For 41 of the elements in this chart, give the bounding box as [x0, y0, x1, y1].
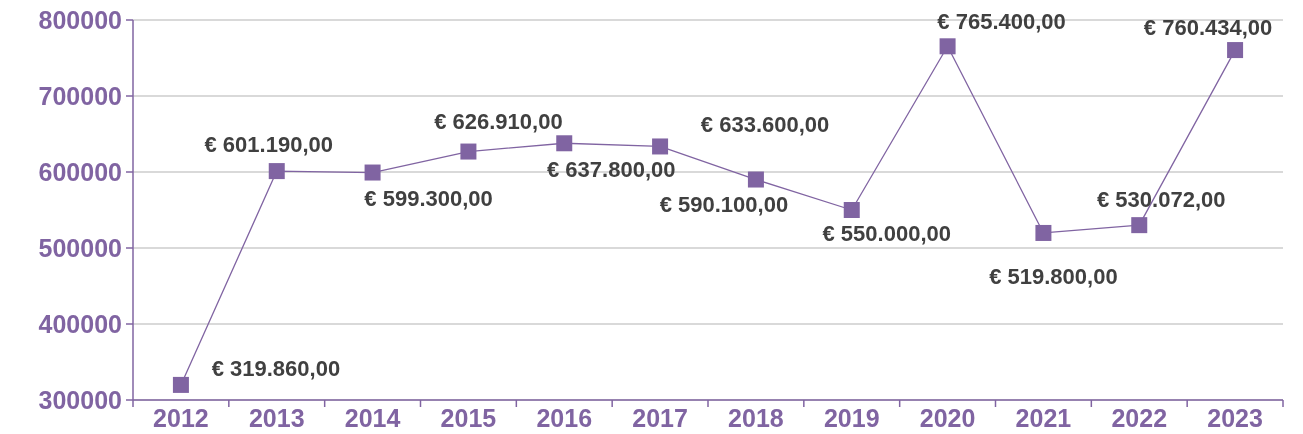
x-tick-label: 2020 — [919, 404, 976, 432]
x-tick-label: 2013 — [248, 404, 305, 432]
point — [1227, 42, 1244, 59]
y-tick-label: 400000 — [38, 309, 122, 338]
data-label: € 626.910,00 — [434, 108, 563, 134]
point — [268, 163, 285, 180]
data-label: € 760.434,00 — [1143, 15, 1273, 41]
data-label: € 550.000,00 — [822, 221, 951, 246]
point — [364, 164, 381, 181]
y-tick-label: 700000 — [38, 81, 122, 110]
point — [172, 376, 189, 393]
point — [1035, 224, 1052, 241]
data-label: € 319.860,00 — [211, 355, 341, 381]
x-tick-label: 2021 — [1015, 404, 1072, 432]
point — [747, 171, 764, 188]
data-label: € 519.800,00 — [989, 263, 1118, 289]
data-label: € 601.190,00 — [204, 132, 333, 158]
x-tick-label: 2022 — [1111, 404, 1168, 432]
x-tick-label: 2017 — [632, 404, 688, 432]
point — [939, 38, 956, 55]
x-tick-label: 2019 — [823, 404, 880, 432]
x-tick-label: 2012 — [153, 404, 209, 432]
y-tick-label: 300000 — [38, 385, 122, 414]
x-tick-label: 2023 — [1207, 404, 1263, 432]
point — [843, 202, 860, 218]
point — [556, 135, 573, 152]
y-tick-label: 500000 — [38, 233, 122, 262]
data-label: € 637.800,00 — [547, 157, 676, 183]
point — [460, 143, 477, 160]
data-label: € 633.600,00 — [700, 112, 830, 138]
x-tick-label: 2015 — [440, 404, 497, 432]
y-tick-label: 800000 — [38, 5, 122, 34]
data-label: € 590.100,00 — [659, 191, 789, 217]
y-tick-label: 600000 — [38, 157, 122, 186]
point — [652, 138, 669, 155]
x-tick-label: 2018 — [728, 404, 784, 432]
point — [1131, 217, 1148, 234]
data-label: € 599.300,00 — [364, 185, 493, 211]
x-tick-label: 2016 — [536, 404, 593, 432]
x-tick-label: 2014 — [344, 404, 401, 432]
data-label: € 765.400,00 — [937, 9, 1066, 35]
